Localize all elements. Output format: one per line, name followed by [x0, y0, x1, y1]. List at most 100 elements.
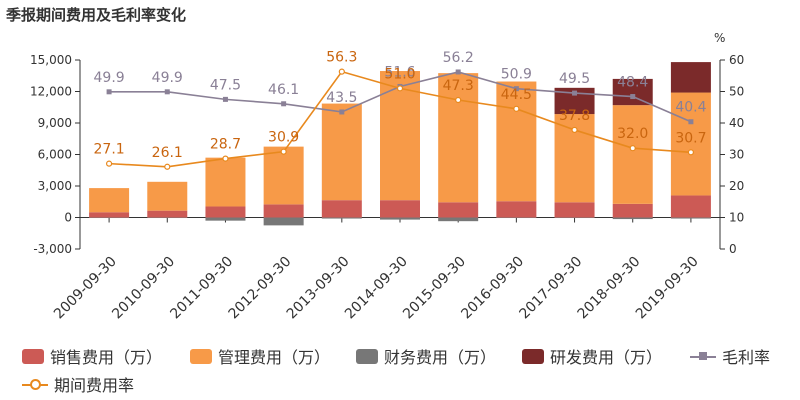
bar-sales: [670, 195, 711, 218]
bar-admin: [612, 105, 653, 204]
bar-sales: [612, 203, 653, 218]
y-tick-label-right: 60: [729, 53, 744, 67]
expense-ratio-label: 51.0: [384, 66, 415, 82]
y-tick-label-left: 12,000: [30, 85, 72, 99]
gross-margin-point: [106, 89, 112, 95]
chart-svg: -3,000 0 3,000 6,000 9,000 12,000 15,000 0 10 20 3…: [30, 31, 744, 322]
expense-ratio-point: [455, 96, 462, 104]
legend-swatch-gross-margin: [690, 349, 716, 364]
gross-margin-label: 56.2: [443, 50, 474, 66]
legend-item-finance[interactable]: 财务费用（万）: [356, 344, 496, 368]
expense-ratio-label: 30.7: [675, 130, 706, 146]
gross-margin-point: [630, 94, 636, 100]
expense-ratio-point: [513, 105, 520, 112]
legend-item-rd[interactable]: 研发费用（万）: [522, 344, 662, 368]
gross-margin-label: 48.4: [617, 75, 648, 91]
gross-margin-label: 49.5: [559, 71, 590, 87]
y-axis-right-unit: %: [714, 31, 725, 45]
legend-swatch-sales: [22, 348, 44, 364]
bar-admin: [321, 103, 362, 201]
bar-admin: [496, 81, 537, 202]
y-tick-label-right: 50: [729, 85, 744, 99]
bar-finance: [321, 217, 362, 219]
bar-sales: [554, 202, 595, 218]
bar-finance: [438, 217, 479, 222]
legend-label-gross-margin: 毛利率: [722, 348, 771, 367]
bar-sales: [321, 200, 362, 218]
expense-ratio-point: [280, 148, 287, 155]
bar-finance: [554, 217, 595, 219]
expense-ratio-label: 44.5: [501, 87, 532, 103]
y-tick-label-left: 0: [64, 211, 72, 225]
expense-ratio-point: [629, 145, 636, 152]
expense-ratio-label: 47.3: [443, 78, 474, 94]
legend-item-sales[interactable]: 销售费用（万）: [22, 344, 162, 368]
bar-finance: [612, 217, 653, 220]
y-tick-label-right: 10: [729, 211, 744, 225]
gross-margin-point: [164, 89, 170, 95]
expense-ratio-label: 27.1: [94, 142, 125, 158]
legend-item-expense-ratio[interactable]: 期间费用率: [22, 372, 134, 396]
expense-ratio-point: [687, 149, 695, 156]
legend-label-finance: 财务费用（万）: [384, 348, 497, 367]
expense-ratio-label: 26.1: [152, 145, 183, 161]
bar-admin: [670, 92, 711, 196]
bar-finance: [380, 217, 420, 220]
gross-margin-point: [339, 109, 345, 115]
legend-label-rd: 研发费用（万）: [550, 348, 663, 367]
legend-label-sales: 销售费用（万）: [50, 348, 163, 367]
legend-item-gross-margin[interactable]: 毛利率: [690, 344, 770, 368]
y-tick-label-left: -3,000: [33, 242, 72, 256]
expense-ratio-label: 30.9: [268, 130, 299, 146]
bar-sales: [147, 210, 188, 218]
bar-rd: [670, 62, 711, 93]
y-tick-label-left: 9,000: [38, 116, 72, 130]
legend-swatch-rd: [522, 348, 544, 364]
expense-ratio-label: 56.3: [326, 50, 357, 66]
bar-finance: [89, 217, 130, 219]
gross-margin-point: [281, 101, 287, 107]
y-tick-label-right: 30: [729, 148, 744, 162]
legend-item-admin[interactable]: 管理费用（万）: [190, 344, 330, 368]
bar-sales: [438, 202, 479, 218]
gross-margin-label: 47.5: [210, 77, 241, 93]
expense-ratio-point: [338, 68, 345, 75]
gross-margin-point: [572, 90, 578, 96]
legend-label-admin: 管理费用（万）: [218, 348, 331, 367]
gross-margin-label: 43.5: [326, 90, 357, 106]
expense-ratio-label: 32.0: [617, 126, 648, 142]
gross-margin-point: [688, 119, 694, 125]
gross-margin-point: [222, 96, 228, 102]
y-tick-label-left: 3,000: [38, 179, 72, 193]
gross-margin-point: [455, 69, 461, 75]
bar-admin: [205, 157, 246, 207]
bar-finance: [147, 217, 188, 219]
legend-swatch-admin: [190, 348, 212, 364]
y-tick-label-right: 20: [729, 179, 744, 193]
gross-margin-label: 49.9: [152, 70, 183, 86]
bar-finance: [670, 217, 711, 219]
chart-title: 季报期间费用及毛利率变化: [6, 6, 187, 24]
y-tick-label-right: 0: [729, 242, 737, 256]
expense-ratio-label: 37.8: [559, 108, 590, 124]
legend-swatch-expense-ratio: [22, 377, 48, 392]
expense-ratio-point: [164, 163, 171, 170]
expense-ratio-label: 28.7: [210, 137, 241, 153]
bar-sales: [205, 206, 246, 218]
expense-ratio-point: [105, 160, 113, 167]
bar-rd: [612, 78, 653, 106]
gross-margin-point: [513, 86, 519, 92]
gross-margin-label: 51.6: [384, 64, 415, 80]
expense-ratio-point: [571, 126, 578, 134]
bar-finance: [263, 217, 304, 226]
gross-margin-label: 49.9: [94, 70, 125, 86]
bar-finance: [205, 217, 246, 221]
bar-sales: [263, 204, 304, 218]
gross-margin-label: 50.9: [501, 67, 532, 83]
bar-admin: [263, 146, 304, 205]
gross-margin-label: 40.4: [675, 100, 706, 116]
expense-ratio-point: [396, 85, 404, 92]
bar-admin: [89, 188, 130, 213]
expense-ratio-point: [222, 155, 229, 162]
bar-sales: [89, 212, 130, 218]
